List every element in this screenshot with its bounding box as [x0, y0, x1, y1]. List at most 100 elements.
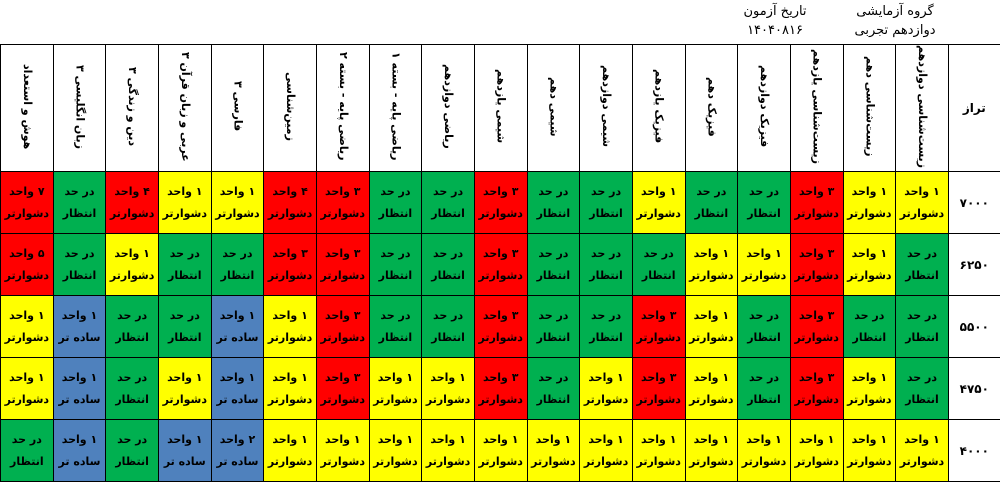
difficulty-level: دشوارتر — [791, 203, 843, 225]
subject-header: فیزیک یازدهم — [632, 45, 685, 172]
difficulty-amount: در حد — [422, 243, 474, 265]
difficulty-level: دشوارتر — [159, 203, 211, 225]
difficulty-amount: در حد — [528, 243, 580, 265]
difficulty-level: دشوارتر — [791, 389, 843, 411]
taraz-value: ۵۵۰۰ — [948, 296, 1000, 358]
difficulty-level: انتظار — [844, 327, 896, 349]
difficulty-level: انتظار — [212, 265, 264, 287]
difficulty-amount: ۱ واحد — [896, 429, 948, 451]
difficulty-level: دشوارتر — [264, 389, 316, 411]
difficulty-level: ساده تر — [54, 451, 106, 473]
difficulty-amount: در حد — [370, 243, 422, 265]
subject-header-label: زیست‌شناسی دوازدهم — [915, 45, 929, 168]
difficulty-amount: در حد — [738, 305, 790, 327]
difficulty-level: دشوارتر — [370, 389, 422, 411]
difficulty-amount: ۷ واحد — [1, 181, 53, 203]
subject-header: دین و زندگی ۳ — [106, 45, 159, 172]
subject-header: فیزیک دوازدهم — [738, 45, 791, 172]
difficulty-level: دشوارتر — [844, 389, 896, 411]
difficulty-level: دشوارتر — [264, 451, 316, 473]
subject-header-label: عربی و زبان قرآن ۳ — [178, 52, 192, 162]
difficulty-amount: در حد — [1, 429, 53, 451]
subject-header: شیمی دوازدهم — [580, 45, 633, 172]
subject-header-label: شیمی دوازدهم — [599, 65, 613, 147]
difficulty-level: دشوارتر — [580, 451, 632, 473]
difficulty-level: دشوارتر — [1, 203, 53, 225]
subject-header: فارسی ۳ — [211, 45, 264, 172]
taraz-header: تراز — [948, 45, 1000, 172]
difficulty-amount: ۱ واحد — [896, 181, 948, 203]
difficulty-amount: ۱ واحد — [264, 429, 316, 451]
subject-header-label: زبان انگلیسی ۳ — [72, 65, 86, 149]
difficulty-level: انتظار — [896, 389, 948, 411]
difficulty-level: انتظار — [738, 389, 790, 411]
difficulty-level: انتظار — [422, 203, 474, 225]
difficulty-level: انتظار — [528, 203, 580, 225]
difficulty-level: دشوارتر — [264, 265, 316, 287]
difficulty-level: دشوارتر — [738, 265, 790, 287]
difficulty-level: انتظار — [54, 203, 106, 225]
difficulty-level: انتظار — [370, 203, 422, 225]
difficulty-amount: ۱ واحد — [686, 305, 738, 327]
difficulty-amount: ۱ واحد — [844, 243, 896, 265]
difficulty-amount: ۱ واحد — [54, 305, 106, 327]
difficulty-level: دشوارتر — [791, 451, 843, 473]
difficulty-level: دشوارتر — [791, 327, 843, 349]
subject-header: فیزیک دهم — [685, 45, 738, 172]
difficulty-level: دشوارتر — [633, 389, 685, 411]
difficulty-amount: ۱ واحد — [580, 367, 632, 389]
difficulty-amount: در حد — [422, 181, 474, 203]
difficulty-level: دشوارتر — [212, 203, 264, 225]
taraz-value: ۴۰۰۰ — [948, 420, 1000, 482]
difficulty-level: دشوارتر — [580, 389, 632, 411]
difficulty-level: دشوارتر — [475, 265, 527, 287]
subject-header-label: شیمی یازدهم — [494, 69, 508, 143]
difficulty-amount: ۱ واحد — [844, 429, 896, 451]
difficulty-level: انتظار — [686, 203, 738, 225]
difficulty-level: انتظار — [528, 389, 580, 411]
difficulty-level: دشوارتر — [422, 389, 474, 411]
difficulty-level: دشوارتر — [1, 327, 53, 349]
difficulty-level: دشوارتر — [475, 389, 527, 411]
subject-header: زیست‌شناسی دوازدهم — [896, 45, 949, 172]
difficulty-level: دشوارتر — [686, 389, 738, 411]
subject-header: هوش و استعداد — [1, 45, 54, 172]
difficulty-level: دشوارتر — [106, 265, 158, 287]
difficulty-amount: در حد — [159, 243, 211, 265]
difficulty-amount: در حد — [738, 181, 790, 203]
difficulty-level: دشوارتر — [791, 265, 843, 287]
difficulty-amount: ۱ واحد — [844, 367, 896, 389]
difficulty-level: انتظار — [580, 265, 632, 287]
difficulty-level: دشوارتر — [896, 451, 948, 473]
subject-header-label: دین و زندگی ۳ — [125, 67, 139, 146]
difficulty-level: دشوارتر — [422, 451, 474, 473]
subject-header-label: فیزیک یازدهم — [652, 69, 666, 143]
difficulty-amount: ۱ واحد — [686, 367, 738, 389]
taraz-value: ۴۷۵۰ — [948, 358, 1000, 420]
